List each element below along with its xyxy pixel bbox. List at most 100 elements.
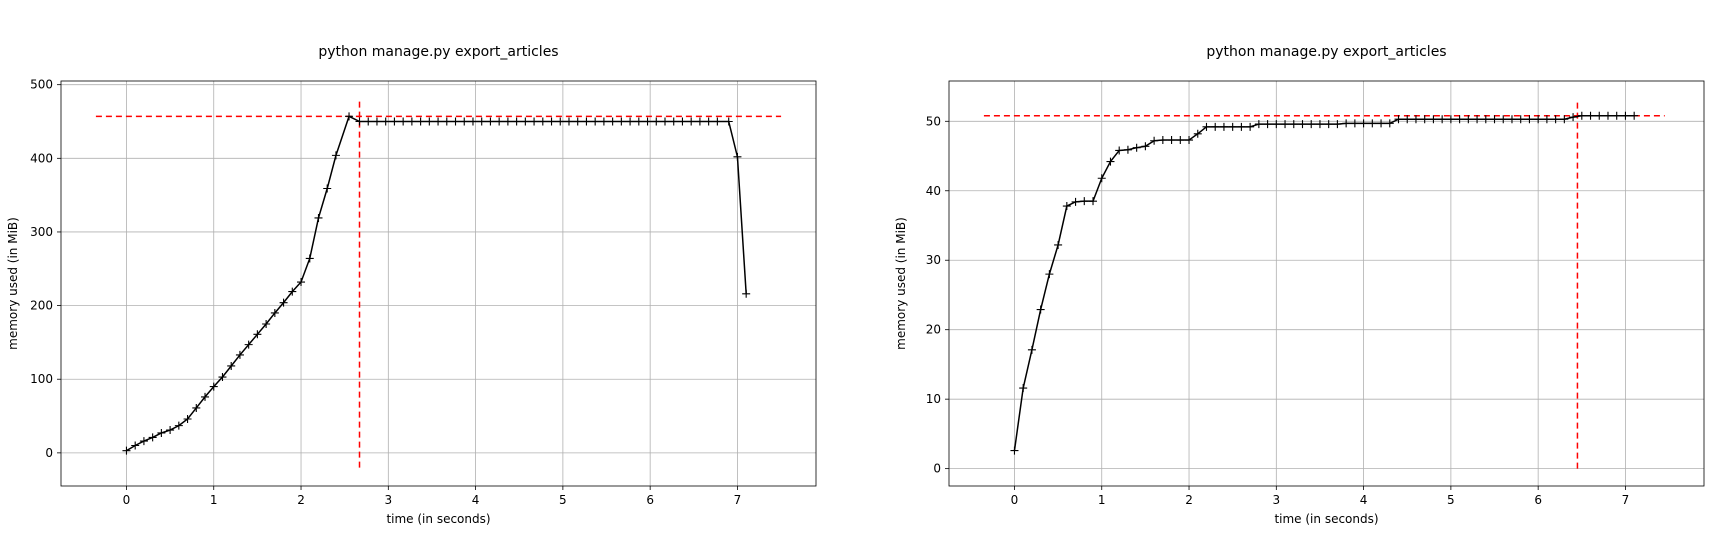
data-point [704,117,713,126]
data-point [270,308,279,317]
data-point [166,426,175,435]
x-axis-label: time (in seconds) [1274,512,1378,526]
y-axis-label: memory used (in MiB) [894,217,908,350]
plot-frame [948,80,1705,487]
data-point [1080,197,1089,206]
x-tick-label: 6 [1534,493,1542,507]
data-point [372,117,381,126]
data-point [425,117,434,126]
data-point [451,117,460,126]
data-point [1630,111,1639,120]
y-tick-label: 100 [30,372,53,386]
data-point [1106,157,1115,166]
data-point [288,287,297,296]
data-point [661,117,669,126]
data-point [253,330,262,339]
data-point [1499,115,1508,124]
data-point [1298,120,1307,129]
data-point [1333,120,1342,129]
x-axis-label: time (in seconds) [386,512,490,526]
data-point [1516,115,1525,124]
data-point [1595,111,1604,120]
data-point [131,441,140,450]
x-tick-label: 4 [472,493,480,507]
chart-panel-1: 0 1 2 3 4 5 6 7 0 100 200 300 400 500 python manage.py… [6,44,817,526]
data-point [1027,345,1036,354]
data-point [1202,122,1211,131]
data-point [1281,120,1290,129]
data-point [1385,119,1394,128]
data-point [1569,113,1578,122]
data-point [1534,115,1543,124]
data-point [244,340,253,349]
data-point [460,117,469,126]
data-point [1324,120,1333,129]
data-point [678,117,687,126]
data-point [608,117,617,126]
data-point [687,117,696,126]
data-point [1560,115,1569,124]
chart-title: python manage.py export_articles [318,44,558,60]
data-point [1254,120,1263,129]
data-point [323,184,332,193]
data-point [1237,122,1246,131]
data-point [1612,111,1621,120]
data-point [390,117,399,126]
data-point [556,117,565,126]
x-tick-label: 2 [1185,493,1193,507]
x-tick-label: 1 [210,493,218,507]
data-point [148,433,157,442]
memory-series-line [1013,114,1635,451]
data-point [582,117,591,126]
data-point [218,373,227,382]
x-tick-label: 0 [123,493,131,507]
data-point [1097,174,1106,183]
data-point [314,213,323,222]
data-point [1228,122,1237,131]
data-point [1473,115,1482,124]
data-point [742,289,751,298]
x-tick-label: 3 [1272,493,1280,507]
data-point [183,414,192,423]
data-point [364,117,373,126]
data-point [442,117,451,126]
data-point [1089,197,1098,206]
data-point [1411,115,1420,124]
x-tick-label: 0 [1011,493,1019,507]
data-point [407,117,416,126]
data-point [331,151,340,160]
data-point [1603,111,1612,120]
data-point [1054,240,1063,249]
x-tick-label: 3 [384,493,392,507]
data-point [468,117,477,126]
data-point [1132,143,1141,152]
data-point [201,392,210,401]
data-point [713,117,722,126]
data-point [1542,115,1551,124]
data-point [399,117,408,126]
y-tick-label: 400 [30,151,53,165]
data-point [1403,115,1412,124]
data-point [1263,120,1272,129]
data-point [1193,129,1202,138]
plot-frame [60,80,817,487]
data-point [262,320,271,328]
data-point [1185,136,1194,145]
data-point [626,117,635,126]
y-tick-label: 0 [933,462,941,476]
x-tick-label: 4 [1360,493,1368,507]
data-point [591,117,600,126]
data-point [1507,115,1516,124]
data-point [530,117,539,126]
data-point [305,254,314,263]
data-point [1246,122,1255,131]
data-point [477,117,486,126]
y-tick-label: 300 [30,225,53,239]
data-point [355,117,364,126]
data-point [1010,446,1019,455]
data-point [122,446,131,455]
data-point [495,117,504,126]
data-point [1167,136,1176,145]
y-tick-label: 50 [926,114,941,128]
x-tick-label: 1 [1098,493,1106,507]
